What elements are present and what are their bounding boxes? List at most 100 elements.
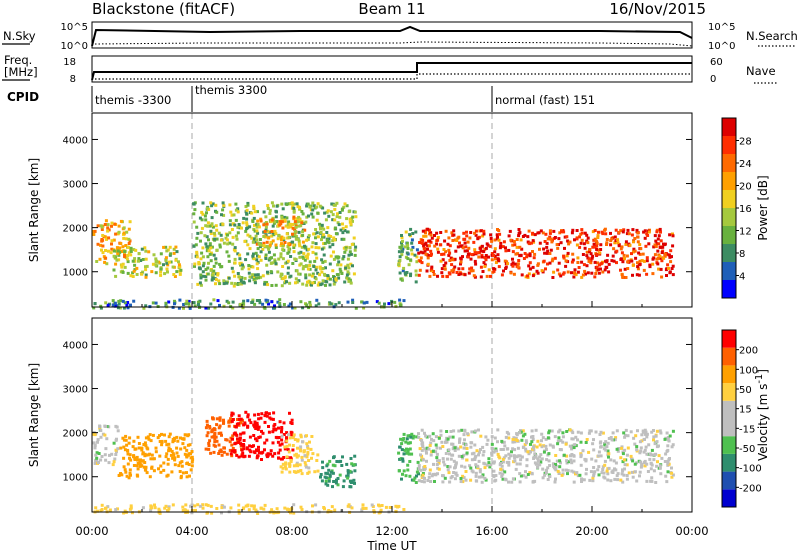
velocity-plot-cell — [292, 433, 296, 437]
velocity-plot-cell — [244, 410, 248, 414]
velocity-plot-cell — [163, 506, 167, 510]
velocity-plot-cell — [288, 508, 292, 512]
power-plot-cell — [642, 230, 646, 234]
power-plot-cell — [321, 279, 325, 283]
power-plot-cell — [511, 250, 515, 254]
power-plot-cell — [283, 218, 287, 222]
velocity-plot-ytick-label-3: 4000 — [63, 340, 88, 351]
velocity-plot-cell — [520, 455, 524, 459]
power-plot-cell — [187, 299, 191, 303]
velocity-plot-cell — [413, 476, 417, 480]
power-plot-cell — [308, 273, 312, 277]
power-plot-cell — [456, 245, 460, 249]
power-plot-cell — [346, 257, 350, 261]
power-plot-cell — [159, 270, 163, 274]
velocity-plot-cell — [218, 418, 222, 422]
power-plot-cell — [311, 250, 315, 254]
velocity-plot-cell — [434, 435, 438, 439]
velocity-plot-cell — [181, 442, 185, 446]
velocity-colorbar-tick-2: 50 — [739, 385, 752, 396]
velocity-plot-cell — [238, 436, 242, 440]
power-plot-cell — [548, 229, 552, 233]
velocity-plot-cell — [116, 429, 120, 433]
power-plot-cell — [347, 266, 351, 270]
velocity-plot-cell — [283, 445, 287, 449]
velocity-plot-cell — [269, 452, 273, 456]
velocity-plot-cell — [175, 435, 179, 439]
velocity-plot-cell — [295, 461, 299, 465]
power-plot-cell — [137, 259, 140, 263]
power-plot-cell — [203, 214, 207, 218]
power-plot-cell — [404, 230, 408, 234]
power-plot-cell — [116, 249, 120, 253]
velocity-plot-cell — [424, 449, 428, 453]
velocity-plot-cell — [494, 474, 498, 477]
power-plot-cell — [539, 229, 543, 233]
power-plot-cell — [347, 253, 351, 257]
velocity-plot-cell — [237, 423, 241, 427]
power-plot-cell — [571, 228, 575, 232]
velocity-plot-cell — [474, 463, 478, 467]
x-axis-label: Time UT — [366, 539, 417, 553]
power-plot-cell — [241, 265, 245, 269]
power-plot-cell — [511, 261, 515, 265]
velocity-plot-cell — [242, 443, 245, 446]
power-plot-cell — [626, 260, 630, 264]
power-plot-cell — [653, 234, 657, 238]
power-plot-cell — [463, 249, 467, 253]
power-colorbar-swatch-7 — [722, 154, 736, 172]
power-plot-cell — [207, 249, 211, 253]
power-plot-cell — [143, 246, 147, 250]
power-plot-cell — [490, 258, 494, 262]
power-plot-cell — [263, 230, 267, 233]
power-plot-cell — [320, 258, 324, 262]
velocity-plot-cell — [521, 434, 525, 438]
power-plot-cell — [291, 232, 294, 236]
velocity-plot-cell — [148, 475, 152, 479]
velocity-plot-cell — [559, 439, 563, 443]
power-plot-cell — [99, 306, 103, 310]
power-plot-cell — [348, 246, 352, 250]
power-plot-cell — [333, 280, 337, 284]
power-plot-cell — [144, 273, 148, 277]
velocity-plot-cell — [530, 472, 534, 476]
power-plot-cell — [287, 250, 291, 254]
power-plot-cell — [207, 261, 210, 265]
power-plot-cell — [341, 257, 345, 261]
velocity-plot-cell — [500, 475, 504, 478]
power-plot-cell — [144, 257, 148, 261]
velocity-plot-cell — [629, 430, 633, 434]
velocity-plot-cell — [259, 416, 263, 420]
power-plot-cell — [513, 243, 517, 247]
power-plot-cell — [269, 220, 273, 224]
velocity-plot-cell — [106, 505, 110, 509]
power-plot-cell — [652, 245, 656, 249]
velocity-plot-cell — [459, 477, 463, 480]
velocity-plot-cell — [331, 485, 334, 489]
power-plot-cell — [642, 259, 646, 263]
power-plot-cell — [463, 241, 467, 245]
velocity-plot-cell — [159, 464, 163, 468]
velocity-plot-cell — [150, 465, 154, 469]
power-plot-cell — [294, 225, 298, 229]
velocity-plot-cell — [588, 478, 592, 482]
power-plot-cell — [265, 281, 269, 284]
velocity-plot-cell — [193, 504, 197, 508]
velocity-plot-cell — [280, 442, 284, 446]
power-plot-cell — [452, 229, 456, 233]
power-plot-cell — [154, 301, 158, 305]
power-plot-cell — [565, 235, 569, 239]
power-plot-cell — [255, 258, 259, 262]
power-plot-cell — [117, 253, 121, 257]
velocity-plot-cell — [633, 442, 637, 446]
velocity-plot-cell — [313, 470, 317, 474]
velocity-plot-cell — [272, 411, 276, 415]
power-plot-cell — [318, 273, 322, 277]
power-plot-cell — [525, 255, 529, 259]
power-plot-cell — [118, 246, 122, 250]
power-plot-cell — [292, 217, 296, 221]
velocity-plot-cell — [332, 480, 336, 483]
power-plot-cell — [96, 224, 100, 228]
velocity-plot-cell — [207, 441, 211, 445]
power-plot-cell — [546, 262, 549, 266]
